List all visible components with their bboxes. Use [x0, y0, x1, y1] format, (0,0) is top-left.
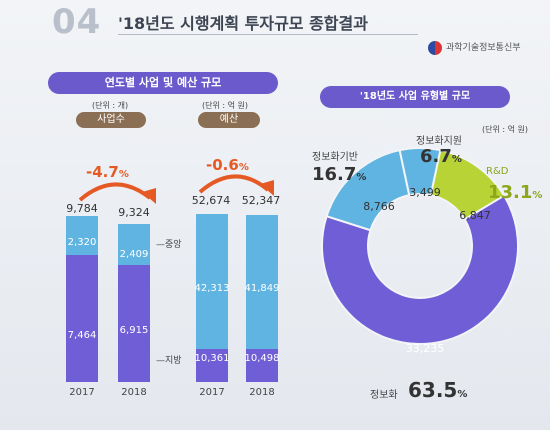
- count-pill: 사업수: [76, 112, 146, 128]
- count-year-2017: 2017: [69, 387, 95, 398]
- bar-count-2018-local: [118, 264, 150, 382]
- budget-pill: 예산: [198, 112, 260, 128]
- count-unit: (단위 : 개): [92, 101, 129, 110]
- budget-2017-central-label: 42,313: [194, 283, 230, 294]
- budget-2017-local-label: 10,361: [194, 353, 230, 364]
- slice-label-support: 정보화지원: [416, 136, 462, 147]
- budget-2018-local-label: 10,498: [244, 353, 280, 364]
- donut-unit: (단위 : 억 원): [482, 125, 529, 134]
- title-underline: [118, 34, 418, 35]
- slice-value-support: 3,499: [409, 186, 441, 199]
- count-change: -4.7%: [86, 163, 129, 181]
- budget-2018-central-label: 41,849: [244, 283, 280, 294]
- legend-local: —지방: [156, 356, 182, 366]
- slice-label-rnd: R&D: [486, 166, 509, 177]
- right-panel-title: '18년도 사업 유형별 규모: [320, 86, 510, 108]
- budget-total-2017: 52,674: [191, 194, 231, 207]
- bar-count-2017-local: [66, 255, 98, 382]
- logo-text: 과학기술정보통신부: [446, 43, 521, 53]
- count-2018-local-label: 6,915: [119, 325, 149, 336]
- slice-pct-infra-value: 16.7: [312, 164, 357, 185]
- budget-year-2017: 2017: [199, 387, 225, 398]
- count-year-2018: 2018: [121, 387, 147, 398]
- bar-budget-2017-central: [196, 214, 228, 349]
- slice-pct-rnd-unit: %: [532, 190, 543, 201]
- bar-count-2017-central: [66, 216, 98, 256]
- count-2018-central-label: 2,409: [119, 249, 149, 260]
- slice-value-infra: 8,766: [363, 200, 395, 213]
- legend-local-label: 지방: [165, 356, 182, 366]
- count-change-value: -4.7: [86, 163, 119, 181]
- slice-pct-support-unit: %: [451, 154, 462, 165]
- count-change-unit: %: [118, 169, 129, 180]
- donut-slice-1: [325, 148, 411, 232]
- slice-value-info: 33,235: [405, 342, 445, 355]
- bar-budget-2018-local: [246, 348, 278, 382]
- taegeuk-icon: [428, 40, 442, 55]
- slice-pct-rnd: 13.1%: [488, 182, 542, 203]
- budget-change-value: -0.6: [206, 156, 239, 174]
- slice-pct-info-unit: %: [457, 389, 468, 400]
- bar-count-2018-central: [118, 223, 150, 265]
- budget-total-2018: 52,347: [241, 194, 281, 207]
- bar-budget-2017-local: [196, 348, 228, 382]
- donut-slice-0: [321, 194, 519, 345]
- slice-label-info: 정보화: [370, 390, 398, 401]
- ministry-logo: 과학기술정보통신부: [428, 40, 521, 55]
- budget-change-arrow: [198, 174, 274, 196]
- slice-label-infra: 정보화기반: [312, 152, 358, 163]
- slice-pct-rnd-value: 13.1: [488, 182, 533, 203]
- budget-change: -0.6%: [206, 156, 249, 174]
- slice-pct-info-value: 63.5: [408, 378, 458, 402]
- count-total-2017: 9,784: [66, 202, 98, 215]
- slide-title: '18년도 시행계획 투자규모 종합결과: [118, 14, 368, 33]
- count-2017-central-label: 2,320: [67, 237, 97, 248]
- slice-pct-support: 6.7%: [420, 146, 462, 167]
- slice-pct-info: 63.5%: [408, 378, 467, 402]
- left-panel-title: 연도별 사업 및 예산 규모: [48, 72, 278, 94]
- count-2017-local-label: 7,464: [67, 330, 97, 341]
- bar-budget-2018-central: [246, 215, 278, 349]
- count-change-arrow: [78, 182, 156, 204]
- legend-central-label: 중앙: [165, 240, 182, 250]
- slice-value-rnd: 6,847: [459, 209, 491, 222]
- slice-pct-infra: 16.7%: [312, 164, 366, 185]
- budget-change-unit: %: [238, 162, 249, 173]
- slice-pct-infra-unit: %: [356, 172, 367, 183]
- legend-central: —중앙: [156, 240, 182, 250]
- budget-unit: (단위 : 억 원): [202, 101, 249, 110]
- budget-year-2018: 2018: [249, 387, 275, 398]
- count-total-2018: 9,324: [118, 206, 150, 219]
- section-number: 04: [52, 2, 102, 42]
- slice-pct-support-value: 6.7: [420, 146, 452, 167]
- donut-chart: [321, 147, 519, 345]
